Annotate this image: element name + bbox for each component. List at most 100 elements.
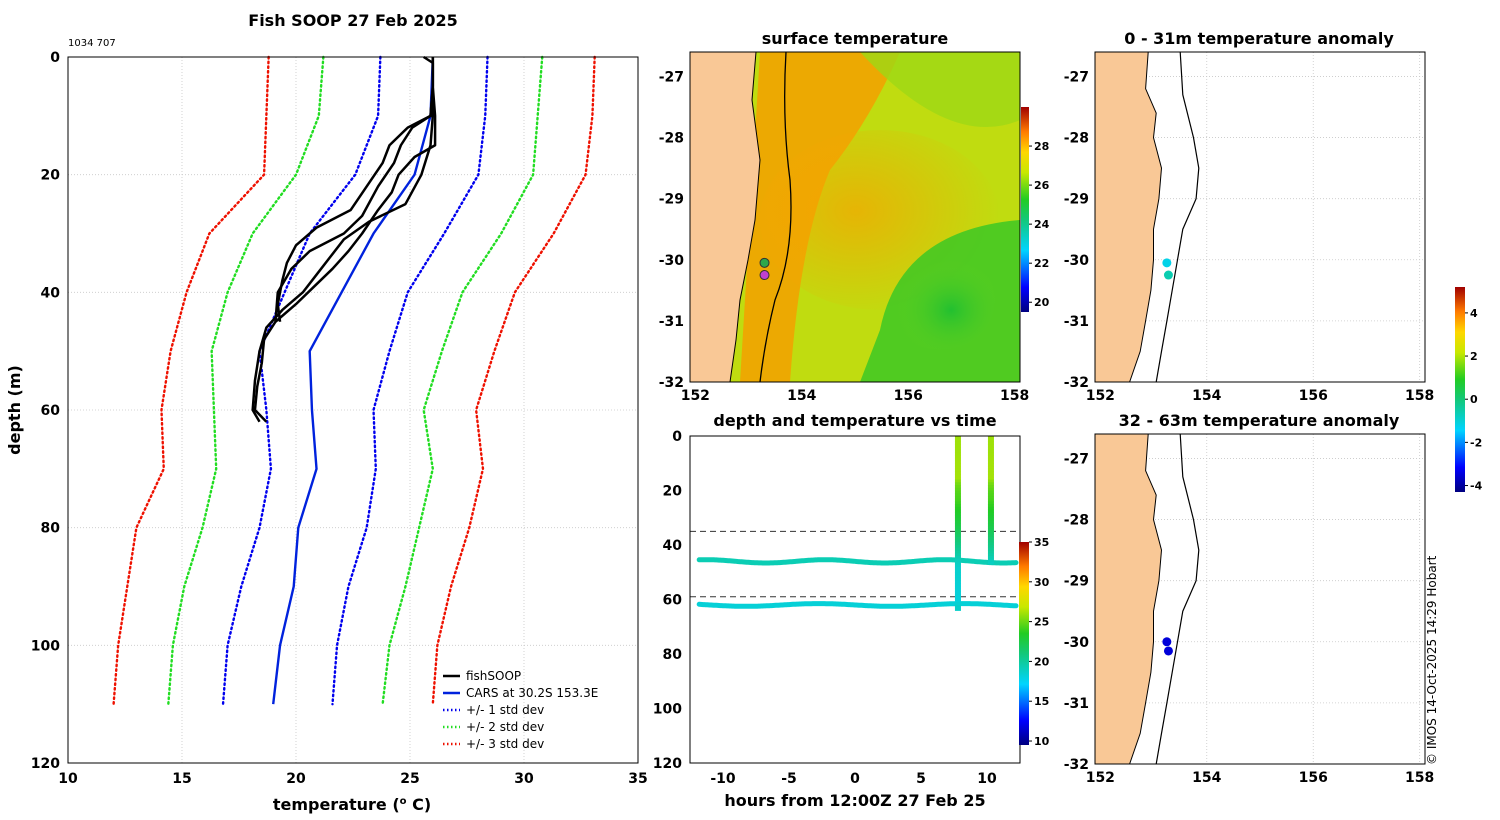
sst-isobath <box>759 52 792 382</box>
profile-x-tick: 30 <box>514 771 534 787</box>
dt-cast-segment <box>987 471 994 475</box>
sst-points <box>759 257 770 281</box>
dt-cast-segment <box>954 495 961 500</box>
dt-cast-segment <box>954 542 961 546</box>
cars-profile-line <box>272 56 434 705</box>
dt-cast-segment <box>987 550 994 554</box>
dt-cast-segment <box>987 487 994 491</box>
dt-cast-segment <box>954 588 961 592</box>
std-dev-line <box>221 55 382 706</box>
copyright-note: © IMOS 14-Oct-2025 14:29 Hobart <box>1425 555 1439 765</box>
dt-cast-segment <box>954 599 961 603</box>
anomaly-0-31-points <box>1162 258 1173 280</box>
depth-time-y-ticks: 0 20 40 60 80 100 120 <box>653 429 682 772</box>
dt-cb-tick-label: 10 <box>1034 735 1050 748</box>
map-x-tick: 156 <box>1299 388 1328 404</box>
anomaly-32-63-y-ticks: -27 -28 -29 -30 -31 -32 <box>1064 451 1090 773</box>
dt-x-tick: 0 <box>850 771 860 787</box>
sst-cool-north <box>860 52 1020 128</box>
profile-x-ticks: 10 15 20 25 30 35 <box>58 771 647 787</box>
dt-cast-segment <box>954 517 961 521</box>
dt-cast-segment <box>954 558 961 562</box>
dt-cast-segment <box>987 558 994 562</box>
dt-cast-segment <box>954 555 961 560</box>
sst-colorbar-ticks: 20 22 24 26 28 <box>1029 140 1050 309</box>
anomaly-0-31-axes-box <box>1094 51 1426 383</box>
map-y-tick: -27 <box>1064 69 1089 85</box>
dt-cast-segment <box>954 449 961 453</box>
dt-cast-segment <box>987 555 994 560</box>
dt-cast-segment <box>954 468 961 472</box>
map-x-tick: 158 <box>1405 388 1434 404</box>
legend-item-fishsoop: fishSOOP <box>466 669 521 683</box>
std-dev-lines <box>112 55 596 706</box>
map-y-tick: -32 <box>659 375 684 391</box>
dt-cast-segment <box>987 525 994 530</box>
anomaly-0-31-panel: 0 - 31m temperature anomaly 152 154 156 158… <box>1064 29 1435 404</box>
dt-cb-tick-label: 30 <box>1034 576 1050 589</box>
dt-y-tick: 40 <box>663 538 683 554</box>
profile-x-tick: 35 <box>628 771 647 787</box>
dt-cast-segment <box>987 534 994 538</box>
fishsoop-casts <box>251 55 437 423</box>
sst-cool-eddy <box>885 250 995 350</box>
dt-cast-segment <box>954 501 961 505</box>
dt-cast-segment <box>954 474 961 478</box>
dt-cast-segment <box>954 539 961 543</box>
dt-cb-tick-label: 25 <box>1034 616 1049 629</box>
dt-cast-segment <box>954 531 961 535</box>
sst-point <box>759 257 770 268</box>
anomaly-0-31-y-ticks: -27 -28 -29 -30 -31 -32 <box>1064 69 1090 391</box>
dt-cast-segment <box>987 498 994 502</box>
dt-cast-segment <box>954 528 961 532</box>
dt-cast-segment <box>987 523 994 527</box>
dt-cast-segment <box>987 449 994 453</box>
depth-time-tracks <box>696 436 1019 611</box>
sst-cb-tick-label: 22 <box>1034 257 1049 270</box>
dt-track <box>696 601 1019 609</box>
map-x-tick: 156 <box>894 388 923 404</box>
fishsoop-cast-line <box>276 57 435 322</box>
dt-y-tick: 20 <box>663 484 683 500</box>
dt-cast-segment <box>954 580 961 584</box>
map-x-tick: 152 <box>681 388 710 404</box>
anomaly-colorbar <box>1455 287 1465 492</box>
profile-y-tick: 80 <box>41 521 61 537</box>
dt-cast-segment <box>954 506 961 511</box>
dt-cast-segment <box>954 512 961 516</box>
dt-y-tick: 60 <box>663 593 683 609</box>
sst-y-ticks: -27 -28 -29 -30 -31 -32 <box>659 69 685 391</box>
map-y-tick: -30 <box>659 253 685 269</box>
dt-cast-segment <box>987 531 994 535</box>
map-x-tick: 152 <box>1086 770 1115 786</box>
anomaly-32-63-x-ticks: 152 154 156 158 <box>1086 770 1435 786</box>
dt-x-tick: 10 <box>977 771 997 787</box>
legend-item-std1: +/- 1 std dev <box>466 703 544 717</box>
profile-x-label: temperature (o C) <box>273 795 431 814</box>
sst-axes-box <box>689 51 1021 383</box>
dt-cast-segment <box>987 476 994 481</box>
depth-time-title: depth and temperature vs time <box>713 411 996 430</box>
depth-time-colorbar <box>1019 542 1029 745</box>
dt-y-tick: 80 <box>663 647 683 663</box>
anomaly-32-63-isobath <box>1155 433 1200 765</box>
dt-cast-segment <box>987 501 994 505</box>
depth-time-dashed-lines <box>690 530 1020 598</box>
sst-cb-tick-label: 28 <box>1034 140 1049 153</box>
dt-cast-segment <box>954 452 961 456</box>
anomaly-point <box>1163 646 1173 656</box>
map-y-tick: -29 <box>1064 192 1089 208</box>
dt-cb-tick-label: 20 <box>1034 655 1050 668</box>
dt-cast-segment <box>987 509 994 513</box>
dt-cast-segment <box>987 536 994 541</box>
dt-cast-segment <box>954 550 961 554</box>
dt-track <box>696 557 1019 566</box>
dt-cast-segment <box>954 545 961 549</box>
map-y-tick: -32 <box>1064 757 1089 773</box>
sst-cb-tick-label: 26 <box>1034 179 1050 192</box>
map-y-tick: -30 <box>1064 635 1090 651</box>
dt-cast-segment <box>954 604 961 609</box>
dt-cast-segment <box>954 490 961 494</box>
sst-cb-tick-label: 20 <box>1034 296 1050 309</box>
profile-panel: Fish SOOP 27 Feb 2025 1034 707 10 15 20 25 3… <box>5 11 648 814</box>
